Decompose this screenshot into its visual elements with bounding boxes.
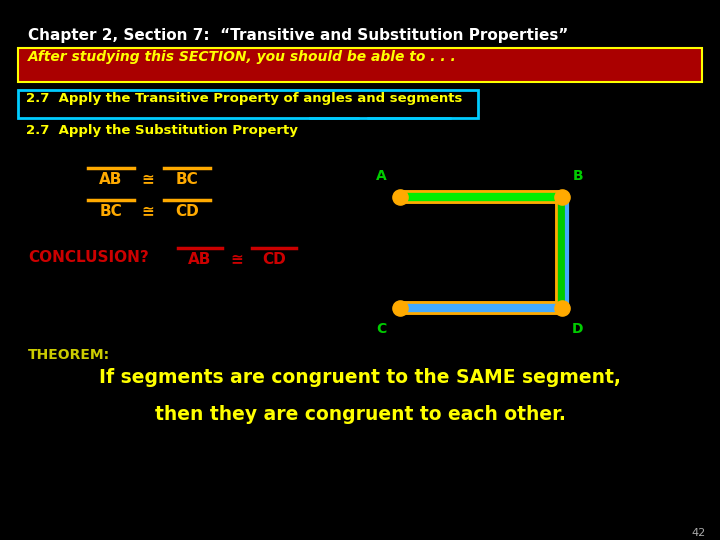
Point bbox=[556, 303, 567, 312]
Text: BC: BC bbox=[99, 204, 122, 219]
Text: 2.7  Apply the Transitive Property of angles and segments: 2.7 Apply the Transitive Property of ang… bbox=[26, 92, 462, 105]
Text: CD: CD bbox=[262, 252, 286, 267]
Text: ≅: ≅ bbox=[142, 204, 154, 219]
Text: ≅: ≅ bbox=[230, 252, 243, 267]
Text: then they are congruent to each other.: then they are congruent to each other. bbox=[155, 405, 565, 424]
Text: CONCLUSION?: CONCLUSION? bbox=[28, 250, 149, 265]
Text: 42: 42 bbox=[692, 528, 706, 538]
Text: AB: AB bbox=[189, 252, 212, 267]
Text: B: B bbox=[572, 169, 583, 183]
Text: C: C bbox=[377, 322, 387, 336]
Point bbox=[394, 193, 405, 201]
Text: BC: BC bbox=[176, 172, 199, 187]
Text: Chapter 2, Section 7:  “Transitive and Substitution Properties”: Chapter 2, Section 7: “Transitive and Su… bbox=[28, 28, 568, 43]
FancyBboxPatch shape bbox=[18, 48, 702, 82]
Text: If segments are congruent to the SAME segment,: If segments are congruent to the SAME se… bbox=[99, 368, 621, 387]
Text: CD: CD bbox=[175, 204, 199, 219]
Point bbox=[394, 303, 405, 312]
Text: A: A bbox=[377, 169, 387, 183]
Point bbox=[556, 193, 567, 201]
Text: AB: AB bbox=[99, 172, 122, 187]
Text: D: D bbox=[572, 322, 583, 336]
Text: THEOREM:: THEOREM: bbox=[28, 348, 110, 362]
Text: 2.7  Apply the Substitution Property: 2.7 Apply the Substitution Property bbox=[26, 124, 298, 137]
FancyBboxPatch shape bbox=[18, 90, 478, 118]
Text: ≅: ≅ bbox=[142, 172, 154, 187]
Text: After studying this SECTION, you should be able to . . .: After studying this SECTION, you should … bbox=[28, 50, 456, 64]
